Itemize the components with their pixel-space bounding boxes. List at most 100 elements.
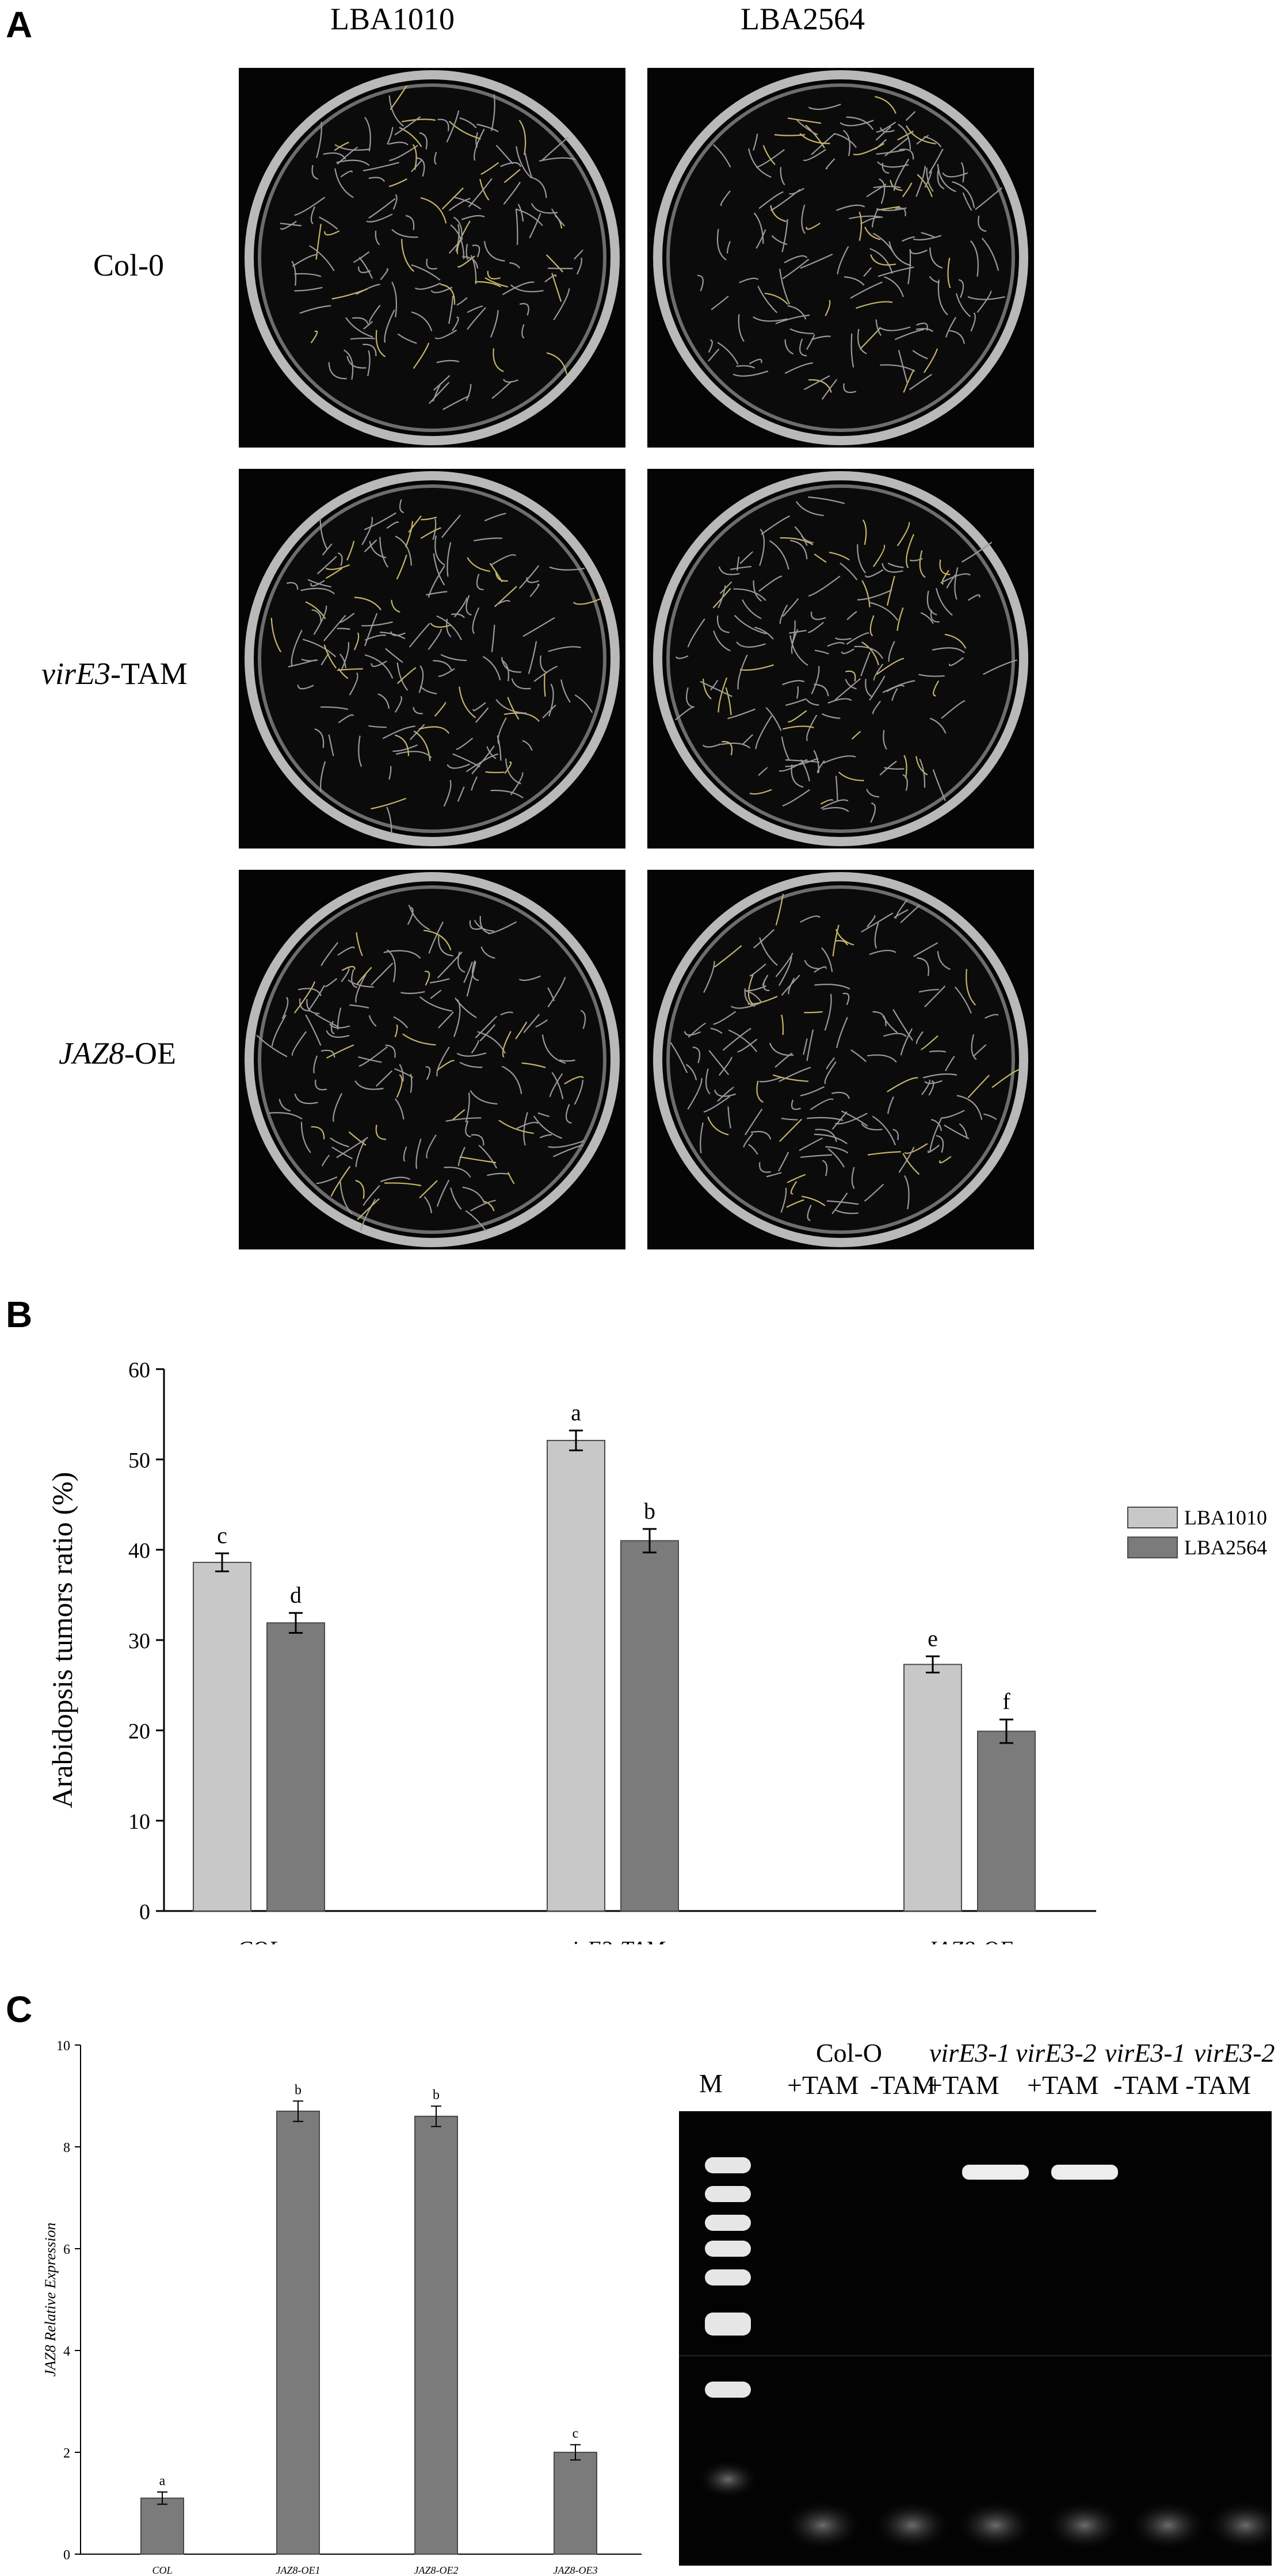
seedling — [364, 539, 377, 553]
seedling — [466, 243, 469, 260]
seedling — [459, 686, 476, 718]
seedling — [967, 1075, 990, 1098]
seedling — [326, 1030, 350, 1038]
dish-rim-inner — [666, 885, 1015, 1234]
seedling — [762, 145, 776, 165]
petri-dish-graphic — [647, 68, 1034, 448]
legend-swatch — [1127, 1507, 1178, 1528]
seedling — [501, 657, 521, 673]
seedling — [888, 641, 895, 662]
seedling — [368, 198, 396, 219]
seedling — [487, 270, 501, 280]
seedling — [929, 247, 943, 269]
seedling — [745, 989, 762, 1003]
seedling — [872, 232, 893, 251]
seedling — [452, 316, 459, 331]
seedling — [363, 162, 399, 171]
seedling — [484, 277, 508, 288]
seedling — [705, 1068, 711, 1095]
seedling — [503, 712, 540, 722]
seedling — [490, 310, 499, 338]
seedling — [865, 678, 873, 698]
seedling — [915, 328, 933, 332]
seedling — [358, 257, 373, 279]
seedling — [396, 555, 407, 580]
seedling — [975, 187, 1003, 211]
seedling — [278, 1099, 291, 1112]
seedling — [875, 126, 891, 141]
bar — [276, 2111, 320, 2555]
seedling — [774, 1052, 793, 1068]
seedling — [748, 1144, 758, 1155]
seedling — [331, 1146, 353, 1160]
seedling — [367, 350, 371, 376]
bar — [554, 2452, 597, 2555]
seedling — [414, 282, 441, 290]
legend-label: LBA1010 — [1184, 1506, 1267, 1529]
seedling — [796, 120, 818, 136]
seedling — [796, 686, 799, 699]
seedling — [726, 240, 731, 254]
petri-dish-graphic — [239, 469, 625, 849]
seedling — [928, 1080, 934, 1096]
seedling — [566, 1103, 572, 1124]
seedling — [391, 599, 400, 613]
seedling — [820, 799, 834, 805]
seedling — [545, 254, 564, 273]
pcr-gel-image — [679, 2111, 1272, 2566]
seedling — [444, 1166, 471, 1178]
seedling — [825, 1146, 849, 1154]
seedling — [781, 736, 790, 761]
y-tick-label: 10 — [128, 1810, 150, 1834]
seedling — [861, 1123, 883, 1130]
petri-dish-graphic — [239, 68, 625, 448]
seedling — [846, 632, 869, 645]
seedling — [791, 629, 799, 654]
seedling — [441, 514, 461, 538]
column-header-lba1010: LBA1010 — [330, 2, 455, 36]
seedling — [436, 1179, 450, 1207]
seedling — [876, 207, 907, 211]
seedling — [574, 694, 593, 713]
seedling — [363, 343, 377, 357]
seedling — [400, 991, 425, 994]
seedling — [896, 607, 904, 631]
seedling — [786, 1199, 804, 1208]
gel-lane-label-3: +TAM — [928, 2070, 999, 2100]
seedling — [921, 1079, 930, 1095]
seedling — [903, 369, 914, 393]
seedling — [394, 695, 403, 713]
seedling — [315, 1013, 339, 1028]
seedling — [548, 683, 554, 717]
seedling — [907, 250, 911, 285]
seedling — [314, 728, 325, 748]
seedling — [778, 1152, 789, 1172]
seedling — [340, 170, 353, 178]
seedling — [836, 204, 865, 211]
significance-letter: d — [290, 1582, 302, 1608]
seedling — [870, 254, 896, 266]
seedling — [870, 802, 876, 823]
seedling — [884, 137, 909, 156]
seedling — [475, 281, 501, 288]
seedling — [325, 564, 350, 570]
seedling — [394, 116, 421, 136]
seedling — [310, 580, 325, 587]
seedling — [507, 697, 520, 720]
gel-group-vire3-1: virE3-1 — [929, 2038, 1010, 2067]
seedling — [703, 961, 715, 993]
seedling — [815, 1129, 837, 1142]
seedling — [436, 1060, 455, 1071]
seedling — [424, 970, 430, 986]
seedling — [388, 142, 409, 146]
seedling — [687, 1078, 703, 1110]
seedling — [754, 626, 774, 640]
seedling — [948, 330, 965, 344]
seedling — [800, 1154, 832, 1158]
seedling — [933, 680, 940, 697]
seedling — [742, 734, 753, 745]
seedling — [434, 152, 437, 165]
seedling — [474, 128, 485, 161]
seedling — [867, 1054, 897, 1063]
row-header-jaz8-italic: JAZ8 — [59, 1036, 124, 1071]
